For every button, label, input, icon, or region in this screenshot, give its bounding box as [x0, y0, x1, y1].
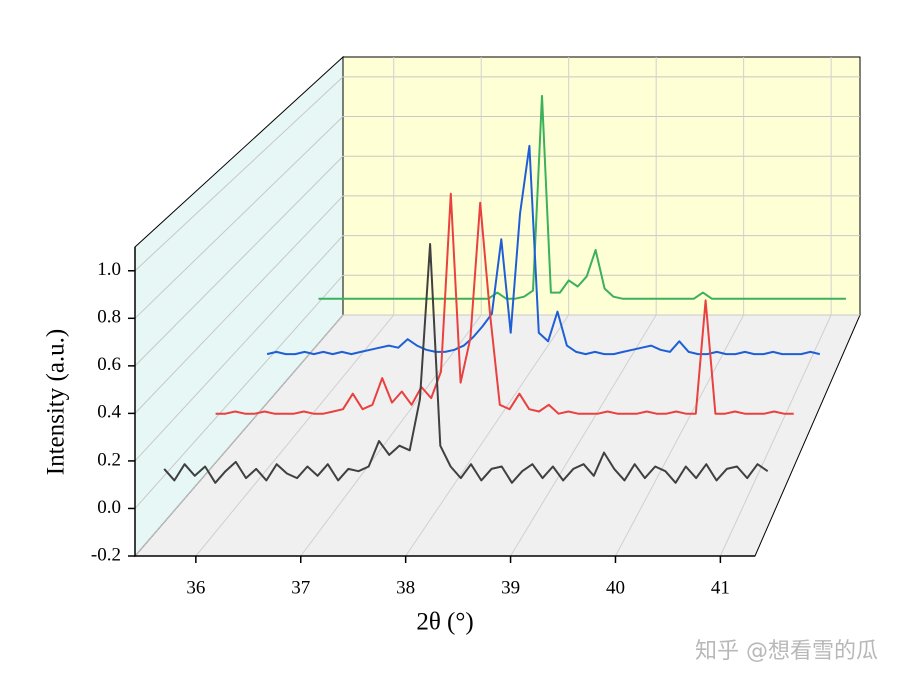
grid — [134, 56, 860, 557]
y-tick-label: -0.2 — [91, 544, 121, 565]
trace — [318, 94, 846, 300]
x-axis-title: 2θ (°) — [416, 609, 473, 636]
grid-line — [300, 314, 482, 557]
grid-line — [134, 116, 344, 319]
trace — [215, 192, 794, 415]
y-tick-label: 0.8 — [97, 307, 121, 328]
y-tick-label: 0.0 — [97, 497, 121, 518]
trace — [266, 144, 821, 356]
walls — [133, 55, 861, 558]
grid-line — [510, 314, 657, 557]
grid-line — [134, 235, 344, 462]
grid-line — [405, 314, 570, 557]
x-tick-label: 38 — [396, 577, 415, 598]
grid-line — [719, 314, 832, 557]
y-tick-label: 0.2 — [97, 449, 121, 470]
x-tick-label: 36 — [186, 577, 205, 598]
traces — [163, 94, 846, 484]
y-tick-label: 1.0 — [97, 259, 121, 280]
x-tick-label: 39 — [501, 577, 520, 598]
grid-line — [615, 314, 745, 557]
x-tick-label: 40 — [606, 577, 625, 598]
x-tick-label: 37 — [291, 577, 310, 598]
grid-line — [134, 195, 344, 414]
grid-line — [134, 76, 344, 272]
grid-line — [195, 314, 395, 557]
x-tick-label: 41 — [711, 577, 730, 598]
trace — [163, 243, 769, 484]
y-tick-label: 0.4 — [97, 402, 121, 423]
y-tick-label: 0.6 — [97, 354, 121, 375]
grid-line — [134, 274, 344, 509]
axes: 36 37 38 39 40 41 -0.2 0.0 0.2 0.4 0.6 0.8 1.0 — [91, 247, 755, 598]
watermark: 知乎 @想看雪的瓜 — [695, 639, 878, 664]
grid-line — [134, 314, 344, 557]
y-axis-title: Intensity (a.u.) — [43, 329, 70, 475]
grid-line — [134, 155, 344, 367]
